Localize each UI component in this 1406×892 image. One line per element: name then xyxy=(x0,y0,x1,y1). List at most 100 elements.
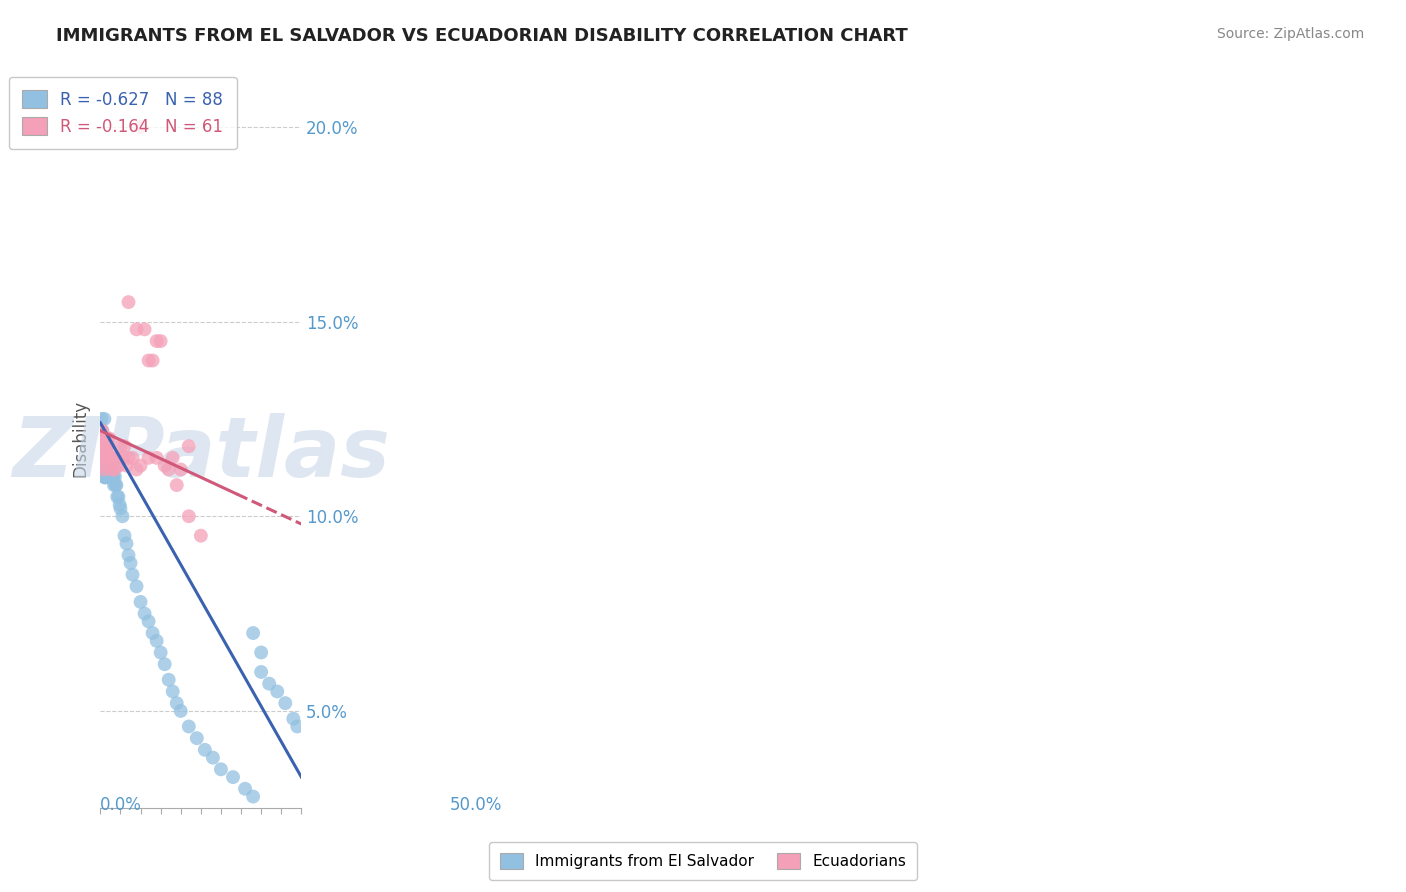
Point xyxy=(94,439,117,453)
Point xyxy=(125,322,148,336)
Point xyxy=(190,529,212,543)
Point xyxy=(103,478,125,492)
Point xyxy=(114,529,136,543)
Point xyxy=(209,762,232,776)
Point xyxy=(283,712,305,726)
Point xyxy=(194,743,217,757)
Point xyxy=(93,462,115,476)
Point xyxy=(125,462,148,476)
Point xyxy=(105,450,128,465)
Point xyxy=(93,450,115,465)
Point xyxy=(107,490,129,504)
Point xyxy=(91,431,114,445)
Point xyxy=(90,424,112,438)
Point xyxy=(91,455,114,469)
Point xyxy=(157,673,180,687)
Point xyxy=(90,412,112,426)
Point xyxy=(97,462,120,476)
Point xyxy=(121,567,143,582)
Point xyxy=(93,412,115,426)
Point xyxy=(90,431,112,445)
Point xyxy=(134,322,156,336)
Point xyxy=(91,431,114,445)
Point xyxy=(94,439,117,453)
Point xyxy=(96,439,118,453)
Point xyxy=(96,450,118,465)
Point xyxy=(100,462,122,476)
Point xyxy=(134,607,156,621)
Point xyxy=(98,462,121,476)
Point xyxy=(250,646,273,660)
Point xyxy=(90,424,112,438)
Point xyxy=(177,439,200,453)
Point xyxy=(242,626,264,640)
Point xyxy=(177,719,200,733)
Point xyxy=(104,470,127,484)
Point xyxy=(90,450,112,465)
Point xyxy=(110,439,132,453)
Point xyxy=(91,439,114,453)
Point xyxy=(105,490,128,504)
Point xyxy=(94,439,117,453)
Point xyxy=(94,462,117,476)
Point xyxy=(91,458,114,473)
Point xyxy=(125,579,148,593)
Point xyxy=(111,450,134,465)
Point xyxy=(100,462,122,476)
Point xyxy=(93,439,115,453)
Point xyxy=(117,548,139,562)
Text: IMMIGRANTS FROM EL SALVADOR VS ECUADORIAN DISABILITY CORRELATION CHART: IMMIGRANTS FROM EL SALVADOR VS ECUADORIA… xyxy=(56,27,908,45)
Point xyxy=(90,450,112,465)
Point xyxy=(108,498,131,512)
Point xyxy=(186,731,208,746)
Point xyxy=(120,556,142,570)
Point xyxy=(105,478,128,492)
Point xyxy=(101,450,124,465)
Point xyxy=(90,424,112,438)
Point xyxy=(97,439,120,453)
Point xyxy=(145,450,167,465)
Point xyxy=(94,450,117,465)
Text: 50.0%: 50.0% xyxy=(450,796,502,814)
Point xyxy=(100,462,122,476)
Point xyxy=(222,770,245,784)
Y-axis label: Disability: Disability xyxy=(72,400,89,477)
Point xyxy=(142,353,165,368)
Point xyxy=(93,450,115,465)
Point xyxy=(104,478,127,492)
Point xyxy=(94,450,117,465)
Point xyxy=(98,431,121,445)
Point xyxy=(115,458,138,473)
Point xyxy=(257,676,280,690)
Point xyxy=(90,439,112,453)
Point xyxy=(91,439,114,453)
Point xyxy=(138,450,160,465)
Point xyxy=(145,334,167,348)
Point xyxy=(153,458,176,473)
Point xyxy=(100,450,122,465)
Point xyxy=(91,450,114,465)
Point xyxy=(100,458,122,473)
Point xyxy=(149,334,172,348)
Point xyxy=(117,295,139,310)
Point xyxy=(170,462,193,476)
Point xyxy=(93,439,115,453)
Point xyxy=(142,626,165,640)
Point xyxy=(91,431,114,445)
Point xyxy=(91,450,114,465)
Point xyxy=(91,424,114,438)
Point xyxy=(162,684,184,698)
Point xyxy=(96,439,118,453)
Point xyxy=(250,665,273,679)
Point xyxy=(100,450,122,465)
Legend: R = -0.627   N = 88, R = -0.164   N = 61: R = -0.627 N = 88, R = -0.164 N = 61 xyxy=(8,77,236,149)
Point xyxy=(97,450,120,465)
Point xyxy=(93,450,115,465)
Point xyxy=(242,789,264,804)
Point xyxy=(91,439,114,453)
Legend: Immigrants from El Salvador, Ecuadorians: Immigrants from El Salvador, Ecuadorians xyxy=(489,842,917,880)
Point xyxy=(93,431,115,445)
Text: 0.0%: 0.0% xyxy=(100,796,142,814)
Point xyxy=(91,450,114,465)
Point xyxy=(166,696,188,710)
